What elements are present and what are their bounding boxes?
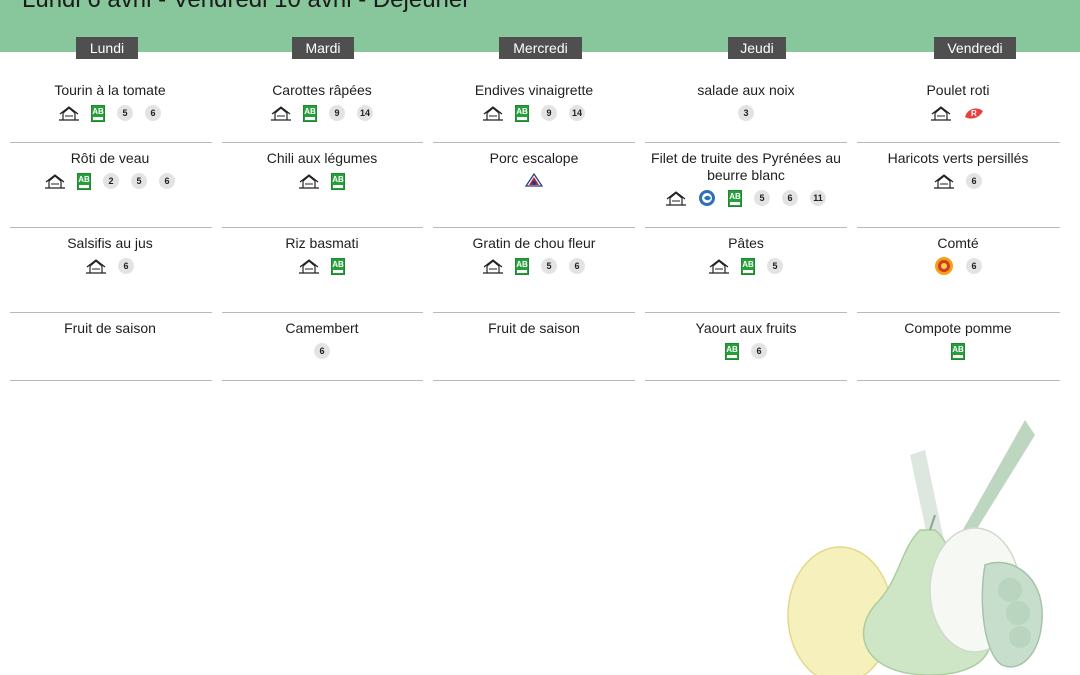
fait-maison-icon xyxy=(666,190,686,207)
allergen-badge: 5 xyxy=(754,190,770,206)
dish-badges: 6 xyxy=(86,256,134,276)
label-rouge-icon: R xyxy=(963,105,985,121)
fait-maison-icon xyxy=(483,105,503,122)
agriculture-biologique-icon: AB xyxy=(728,189,742,207)
dish-badges: 3 xyxy=(738,103,754,123)
dish-badges: AB 5 xyxy=(709,256,783,276)
agriculture-biologique-icon: AB xyxy=(725,342,739,360)
dish-name: Compote pomme xyxy=(904,320,1012,336)
dish-badges xyxy=(524,171,544,191)
fait-maison-icon xyxy=(86,258,106,275)
dish-name: Pâtes xyxy=(728,235,764,251)
dish-name: Riz basmati xyxy=(285,235,359,251)
allergen-badge: 6 xyxy=(782,190,798,206)
vegetables-illustration xyxy=(787,420,1043,675)
allergen-badge: 6 xyxy=(966,258,982,274)
fait-maison-icon xyxy=(59,105,79,122)
agriculture-biologique-icon: AB xyxy=(741,257,755,275)
agriculture-biologique-icon: AB xyxy=(515,257,529,275)
fait-maison-icon xyxy=(299,173,319,190)
dish-badges: AB xyxy=(951,341,965,361)
allergen-badge: 6 xyxy=(314,343,330,359)
dish-name: salade aux noix xyxy=(697,82,795,98)
dish-badges: AB 5 6 xyxy=(59,103,161,123)
allergen-badge: 14 xyxy=(569,105,585,121)
dish-name: Comté xyxy=(937,235,979,251)
peche-durable-icon xyxy=(698,189,716,207)
dish-badges: AB 9 14 xyxy=(483,103,585,123)
dish-name: Rôti de veau xyxy=(70,150,150,166)
dish-badges: 6 xyxy=(934,256,982,276)
dish-name: Poulet roti xyxy=(926,82,990,98)
tab-vendredi[interactable]: Vendredi xyxy=(934,37,1016,59)
fait-maison-icon xyxy=(709,258,729,275)
fait-maison-icon xyxy=(934,173,954,190)
dish-name: Fruit de saison xyxy=(488,320,580,336)
allergen-badge: 6 xyxy=(118,258,134,274)
dish-name: Fruit de saison xyxy=(64,320,156,336)
allergen-badge: 11 xyxy=(810,190,826,206)
agriculture-biologique-icon: AB xyxy=(951,342,965,360)
agriculture-biologique-icon: AB xyxy=(331,172,345,190)
fait-maison-icon xyxy=(271,105,291,122)
dish-badges: 6 xyxy=(934,171,982,191)
fait-maison-icon xyxy=(299,258,319,275)
dish-name: Carottes râpées xyxy=(272,82,372,98)
fait-maison-icon xyxy=(483,258,503,275)
dish-name: Chili aux légumes xyxy=(266,150,378,166)
dish-name: Filet de truite des Pyrénées au beurre b… xyxy=(651,150,841,183)
allergen-badge: 5 xyxy=(541,258,557,274)
dish-name: Endives vinaigrette xyxy=(474,82,594,98)
dish-badges: AB 6 xyxy=(725,341,767,361)
dish-badges: R xyxy=(931,103,985,123)
dish-badges: AB xyxy=(299,256,345,276)
agriculture-biologique-icon: AB xyxy=(303,104,317,122)
dish-badges: AB 9 14 xyxy=(271,103,373,123)
agriculture-biologique-icon: AB xyxy=(515,104,529,122)
agriculture-biologique-icon: AB xyxy=(331,257,345,275)
dish-name: Gratin de chou fleur xyxy=(472,235,596,251)
allergen-badge: 9 xyxy=(329,105,345,121)
allergen-badge: 14 xyxy=(357,105,373,121)
dish-badges: AB 5 6 11 xyxy=(666,188,826,208)
tab-mardi[interactable]: Mardi xyxy=(292,37,354,59)
allergen-badge: 9 xyxy=(541,105,557,121)
allergen-badge: 5 xyxy=(767,258,783,274)
dish-badges: 6 xyxy=(314,341,330,361)
tab-lundi[interactable]: Lundi xyxy=(76,37,138,59)
allergen-badge: 5 xyxy=(117,105,133,121)
dish-badges: AB 5 6 xyxy=(483,256,585,276)
dish-badges: AB xyxy=(299,171,345,191)
fait-maison-icon xyxy=(45,173,65,190)
tab-jeudi[interactable]: Jeudi xyxy=(728,37,786,59)
fait-maison-icon xyxy=(931,105,951,122)
allergen-badge: 5 xyxy=(131,173,147,189)
dish-name: Yaourt aux fruits xyxy=(695,320,797,336)
allergen-badge: 6 xyxy=(751,343,767,359)
allergen-badge: 6 xyxy=(159,173,175,189)
aop-icon xyxy=(934,256,954,276)
dish-name: Porc escalope xyxy=(489,150,579,166)
porc-francais-icon xyxy=(524,171,544,191)
dish-name: Camembert xyxy=(285,320,359,336)
tab-mercredi[interactable]: Mercredi xyxy=(499,37,582,59)
allergen-badge: 3 xyxy=(738,105,754,121)
page-title: Lundi 6 avril - Vendredi 10 avril - Déje… xyxy=(22,0,470,14)
agriculture-biologique-icon: AB xyxy=(77,172,91,190)
agriculture-biologique-icon: AB xyxy=(91,104,105,122)
dish-name: Salsifis au jus xyxy=(67,235,153,251)
allergen-badge: 6 xyxy=(569,258,585,274)
allergen-badge: 6 xyxy=(966,173,982,189)
svg-text:R: R xyxy=(971,109,977,118)
dish-name: Tourin à la tomate xyxy=(54,82,166,98)
dish-name: Haricots verts persillés xyxy=(887,150,1029,166)
allergen-badge: 6 xyxy=(145,105,161,121)
dish-badges: AB 2 5 6 xyxy=(45,171,175,191)
allergen-badge: 2 xyxy=(103,173,119,189)
